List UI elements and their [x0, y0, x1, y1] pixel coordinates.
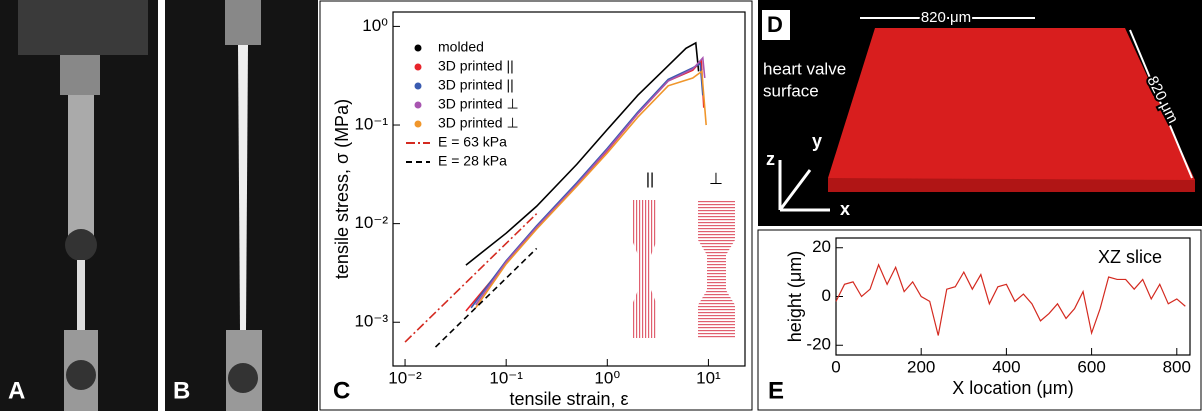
panel-label: D	[767, 12, 783, 37]
legend-label: 3D printed ||	[438, 58, 514, 74]
panel-label: C	[333, 377, 350, 404]
x-tick-label: 800	[1163, 357, 1191, 376]
y-axis-label: tensile stress, σ (MPa)	[332, 99, 352, 279]
y-tick-label: 20	[812, 237, 831, 256]
x-tick-label: 200	[907, 357, 935, 376]
x-tick-label: 10⁰	[594, 368, 620, 387]
y-tick-label: -20	[806, 335, 831, 354]
panel-label: A	[8, 377, 25, 404]
plot-frame	[392, 11, 746, 367]
dimension-label: 820 μm	[921, 9, 971, 26]
annotation: ||	[646, 171, 654, 188]
x-tick-label: 10¹	[696, 368, 721, 387]
data-line	[475, 69, 707, 309]
axis-label: y	[812, 131, 822, 151]
y-tick-label: 0	[822, 286, 831, 305]
x-tick-label: 0	[831, 357, 840, 376]
y-tick-label: 10⁻²	[354, 213, 388, 232]
y-tick-label: 10⁻¹	[354, 115, 388, 134]
legend-label: 3D printed ⊥	[438, 115, 519, 131]
legend-marker	[414, 44, 422, 52]
surface-render	[758, 0, 1202, 226]
caption: surface	[763, 81, 819, 100]
panel-label: E	[768, 377, 784, 404]
x-axis-label: tensile strain, ε	[509, 389, 628, 409]
y-tick-label: 10⁰	[362, 16, 388, 35]
annotation: XZ slice	[1098, 247, 1162, 267]
legend-marker	[414, 101, 422, 109]
caption: heart valve	[763, 59, 846, 78]
photo-a	[0, 0, 158, 411]
legend-marker	[414, 82, 422, 90]
photo-b	[165, 0, 318, 411]
data-line	[404, 213, 538, 343]
y-tick-label: 10⁻³	[354, 312, 388, 331]
axis-label: z	[766, 149, 775, 169]
legend-label: 3D printed ⊥	[438, 96, 519, 112]
x-tick-label: 600	[1077, 357, 1105, 376]
x-axis-label: X location (μm)	[952, 378, 1073, 398]
panel-frame	[319, 0, 753, 411]
axis-label: x	[840, 199, 850, 219]
data-line	[465, 41, 700, 266]
y-axis-label: height (μm)	[785, 251, 805, 342]
specimen-schematic	[632, 200, 735, 338]
legend-label: E = 63 kPa	[438, 134, 507, 150]
panel-label: B	[173, 377, 190, 404]
x-tick-label: 400	[992, 357, 1020, 376]
annotation: ⊥	[709, 171, 723, 188]
legend-label: 3D printed ||	[438, 77, 514, 93]
legend-label: molded	[438, 39, 484, 55]
legend-label: E = 28 kPa	[438, 153, 507, 169]
data-line	[475, 55, 706, 306]
data-line	[835, 263, 1186, 336]
panel-frame	[757, 229, 1202, 411]
legend-marker	[414, 120, 422, 128]
legend-marker	[414, 63, 422, 71]
data-line	[434, 247, 538, 348]
x-tick-label: 10⁻¹	[489, 368, 523, 387]
x-tick-label: 10⁻²	[388, 368, 422, 387]
